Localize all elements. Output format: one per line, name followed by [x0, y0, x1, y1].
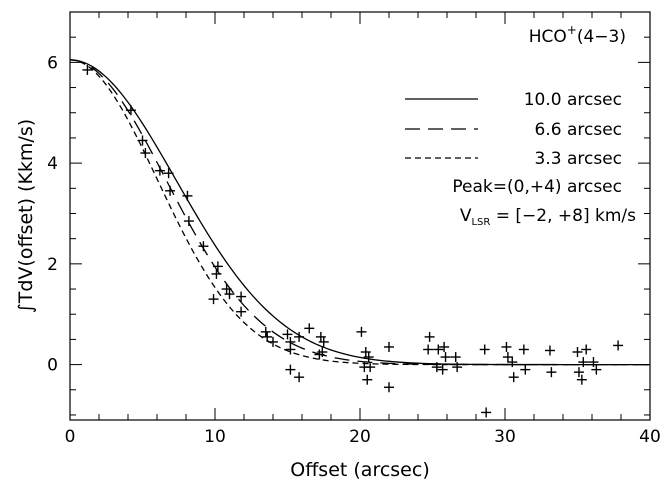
data-point	[572, 347, 583, 357]
data-point	[508, 372, 519, 383]
data-point	[520, 364, 531, 375]
legend-label-solid: 10.0 arcsec	[524, 90, 622, 110]
vlsr-prefix: V	[460, 206, 472, 226]
y-tick-label: 4	[47, 154, 58, 174]
peak-note: Peak=(0,+4) arcsec	[452, 177, 622, 197]
data-point	[318, 336, 329, 347]
data-point	[182, 190, 193, 201]
data-point	[479, 344, 490, 355]
data-point	[363, 352, 374, 363]
data-point	[433, 344, 444, 355]
y-tick-label: 6	[47, 53, 58, 73]
data-point	[183, 216, 194, 227]
data-point	[212, 261, 223, 272]
model-curve-short-dash	[69, 59, 650, 366]
data-point	[384, 382, 394, 393]
chart-title-main: HCO	[529, 27, 567, 47]
data-point	[502, 352, 513, 363]
vlsr-note: VLSR = [−2, +8] km/s	[460, 206, 636, 228]
data-point	[260, 326, 271, 337]
data-point	[224, 289, 235, 300]
data-point	[262, 331, 273, 342]
data-point	[591, 364, 602, 375]
data-point	[501, 341, 512, 352]
data-point	[282, 329, 293, 340]
y-tick-label: 2	[47, 255, 58, 275]
data-point	[154, 165, 165, 176]
vlsr-suffix: = [−2, +8] km/s	[490, 206, 636, 226]
data-point	[507, 357, 518, 368]
data-point	[137, 135, 148, 146]
data-point	[294, 331, 305, 342]
data-point	[440, 352, 451, 363]
legend: HCO+(4−3) 10.0 arcsec 6.6 arcsec 3.3 arc…	[405, 23, 636, 228]
data-point	[356, 326, 367, 337]
data-point	[165, 185, 176, 196]
data-point	[198, 241, 209, 252]
legend-label-long-dash: 6.6 arcsec	[535, 120, 622, 140]
data-points	[82, 64, 624, 418]
data-point	[581, 344, 592, 355]
data-point	[304, 323, 315, 334]
data-point	[424, 331, 435, 342]
data-point	[431, 362, 442, 373]
data-point	[546, 367, 557, 378]
data-point	[573, 367, 584, 378]
x-tick-label: 20	[349, 427, 371, 447]
data-point	[211, 268, 222, 279]
data-point	[481, 407, 492, 418]
data-point	[140, 148, 151, 159]
data-point	[423, 344, 434, 355]
y-axis-title: ∫TdV(offset) (Kkm/s)	[15, 119, 37, 313]
data-point	[221, 284, 232, 295]
data-point	[208, 294, 219, 305]
data-point	[285, 344, 296, 355]
legend-label-short-dash: 3.3 arcsec	[535, 149, 622, 169]
chart-title: HCO+(4−3)	[529, 23, 626, 47]
data-point	[613, 340, 624, 351]
data-point	[294, 372, 305, 383]
y-tick-label: 0	[47, 356, 58, 376]
data-point	[268, 336, 278, 347]
data-point	[360, 347, 371, 357]
chart-title-tail: (4−3)	[577, 27, 626, 47]
data-point	[82, 64, 93, 75]
x-tick-label: 0	[65, 427, 76, 447]
data-point	[439, 341, 450, 352]
data-point	[452, 362, 463, 373]
tick-labels: 0 10 20 30 40 0 2 4 6	[47, 53, 661, 447]
data-point	[285, 364, 296, 375]
data-point	[236, 306, 247, 317]
data-point	[125, 105, 136, 116]
model-curves	[69, 59, 650, 366]
x-axis-title: Offset (arcsec)	[290, 459, 429, 481]
data-point	[163, 168, 174, 179]
x-tick-label: 30	[494, 427, 516, 447]
data-point	[437, 364, 448, 375]
data-point	[236, 291, 247, 302]
data-point	[518, 344, 529, 355]
data-point	[315, 331, 326, 342]
vlsr-sub: LSR	[471, 217, 490, 228]
data-point	[365, 362, 376, 373]
x-tick-label: 10	[204, 427, 226, 447]
data-point	[362, 374, 373, 385]
data-point	[578, 357, 589, 368]
data-point	[544, 345, 555, 356]
x-tick-label: 40	[639, 427, 661, 447]
data-point	[576, 374, 587, 385]
chart-title-sup: +	[567, 23, 577, 37]
data-point	[588, 357, 599, 368]
data-point	[384, 341, 394, 352]
data-point	[317, 347, 328, 357]
data-point	[450, 352, 461, 363]
axis-ticks	[69, 11, 651, 420]
